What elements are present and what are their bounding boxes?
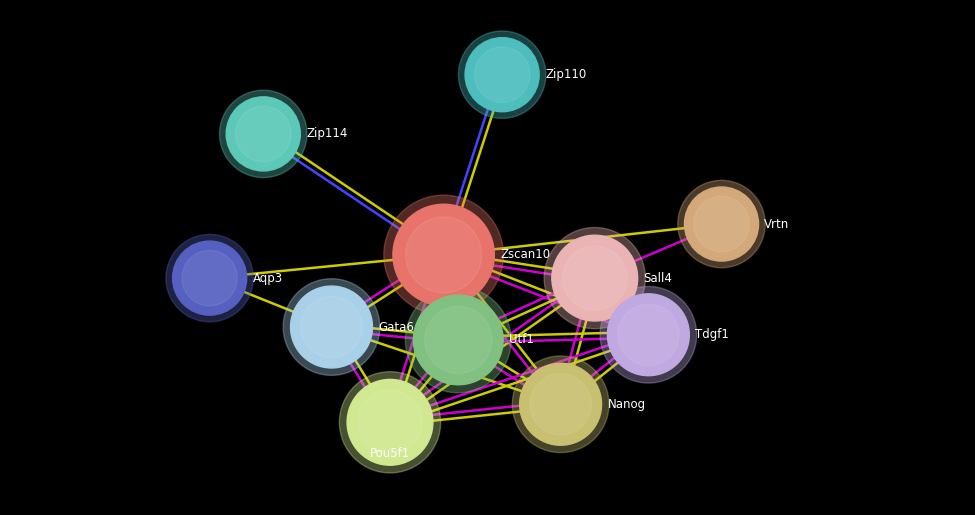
Circle shape xyxy=(166,234,254,322)
Circle shape xyxy=(678,180,765,268)
Text: Aqp3: Aqp3 xyxy=(253,271,283,285)
Circle shape xyxy=(300,296,363,358)
Circle shape xyxy=(607,294,689,376)
Circle shape xyxy=(413,295,503,385)
Circle shape xyxy=(458,31,546,118)
Circle shape xyxy=(181,250,238,306)
Circle shape xyxy=(393,204,494,305)
Text: Pou5f1: Pou5f1 xyxy=(370,447,410,460)
Circle shape xyxy=(384,195,503,315)
Circle shape xyxy=(684,187,759,261)
Text: Sall4: Sall4 xyxy=(644,271,673,285)
Circle shape xyxy=(358,390,422,454)
Text: Zscan10: Zscan10 xyxy=(500,248,550,262)
Circle shape xyxy=(474,47,530,102)
Circle shape xyxy=(694,196,750,252)
Circle shape xyxy=(465,38,539,112)
Circle shape xyxy=(618,304,679,366)
Circle shape xyxy=(520,363,602,445)
Text: Zip110: Zip110 xyxy=(545,68,586,81)
Text: Nanog: Nanog xyxy=(607,398,645,411)
Text: Vrtn: Vrtn xyxy=(764,217,790,231)
Circle shape xyxy=(530,373,591,435)
Text: Utf1: Utf1 xyxy=(509,333,534,347)
Circle shape xyxy=(406,217,482,293)
Circle shape xyxy=(563,246,627,310)
Circle shape xyxy=(544,228,645,329)
Text: Tdgf1: Tdgf1 xyxy=(695,328,729,341)
Circle shape xyxy=(512,356,609,453)
Text: Gata6: Gata6 xyxy=(378,320,414,334)
Text: Zip114: Zip114 xyxy=(306,127,347,141)
Circle shape xyxy=(219,90,307,178)
Circle shape xyxy=(425,306,491,373)
Circle shape xyxy=(235,106,292,162)
Circle shape xyxy=(283,279,380,375)
Circle shape xyxy=(406,287,511,393)
Circle shape xyxy=(347,380,433,465)
Circle shape xyxy=(291,286,372,368)
Circle shape xyxy=(600,286,697,383)
Circle shape xyxy=(552,235,638,321)
Circle shape xyxy=(339,372,441,473)
Circle shape xyxy=(173,241,247,315)
Circle shape xyxy=(226,97,300,171)
